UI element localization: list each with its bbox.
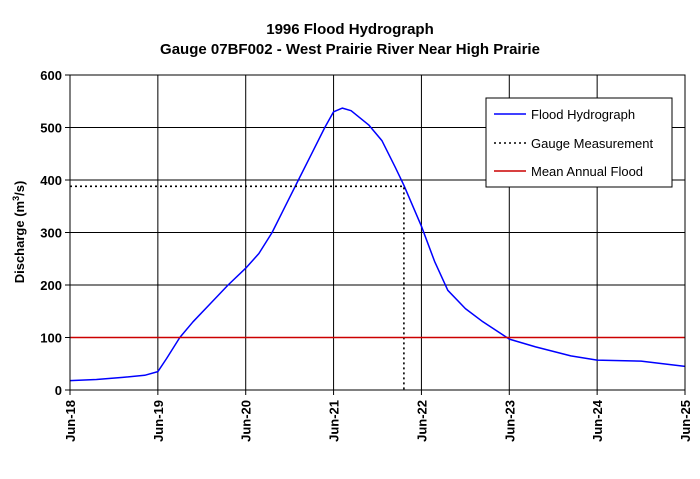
series-layer <box>69 107 686 390</box>
y-axis-label-main: Discharge (m <box>12 201 27 283</box>
y-tick-label: 200 <box>40 278 62 293</box>
y-tick-label: 400 <box>40 173 62 188</box>
y-tick-label: 100 <box>40 331 62 346</box>
x-tick-label: Jun-21 <box>327 400 342 442</box>
x-tick-label: Jun-20 <box>239 400 254 442</box>
legend-label-flood-hydrograph: Flood Hydrograph <box>531 107 635 122</box>
x-tick-label: Jun-19 <box>151 400 166 442</box>
legend-label-gauge-measurement: Gauge Measurement <box>531 136 654 151</box>
chart-title: 1996 Flood Hydrograph <box>266 21 434 38</box>
x-tick-label: Jun-22 <box>414 400 429 442</box>
x-tick-label: Jun-24 <box>590 399 605 442</box>
y-tick-label: 600 <box>40 68 62 83</box>
chart-subtitle: Gauge 07BF002 - West Prairie River Near … <box>160 41 540 58</box>
y-tick-label: 500 <box>40 121 62 136</box>
series-line-flood-hydrograph <box>69 107 686 382</box>
x-tick-label: Jun-25 <box>678 400 693 442</box>
y-tick-label: 0 <box>55 383 62 398</box>
x-tick-label: Jun-23 <box>502 400 517 442</box>
tick-layer: Jun-18 Jun-19 Jun-20 Jun-21 Jun-22 Jun-23 Jun-… <box>40 68 693 442</box>
y-axis-label: Discharge (m3/s) <box>11 181 27 284</box>
y-axis-label-tail: /s) <box>12 181 27 196</box>
legend-box <box>485 97 673 188</box>
x-tick-label: Jun-18 <box>63 400 78 442</box>
legend: Flood Hydrograph Gauge Measurement Mean … <box>485 97 673 188</box>
y-axis-label-superscript: 3 <box>11 196 21 201</box>
series-line-gauge-measurement <box>70 185 405 390</box>
legend-label-mean-annual-flood: Mean Annual Flood <box>531 164 643 179</box>
y-tick-label: 300 <box>40 226 62 241</box>
